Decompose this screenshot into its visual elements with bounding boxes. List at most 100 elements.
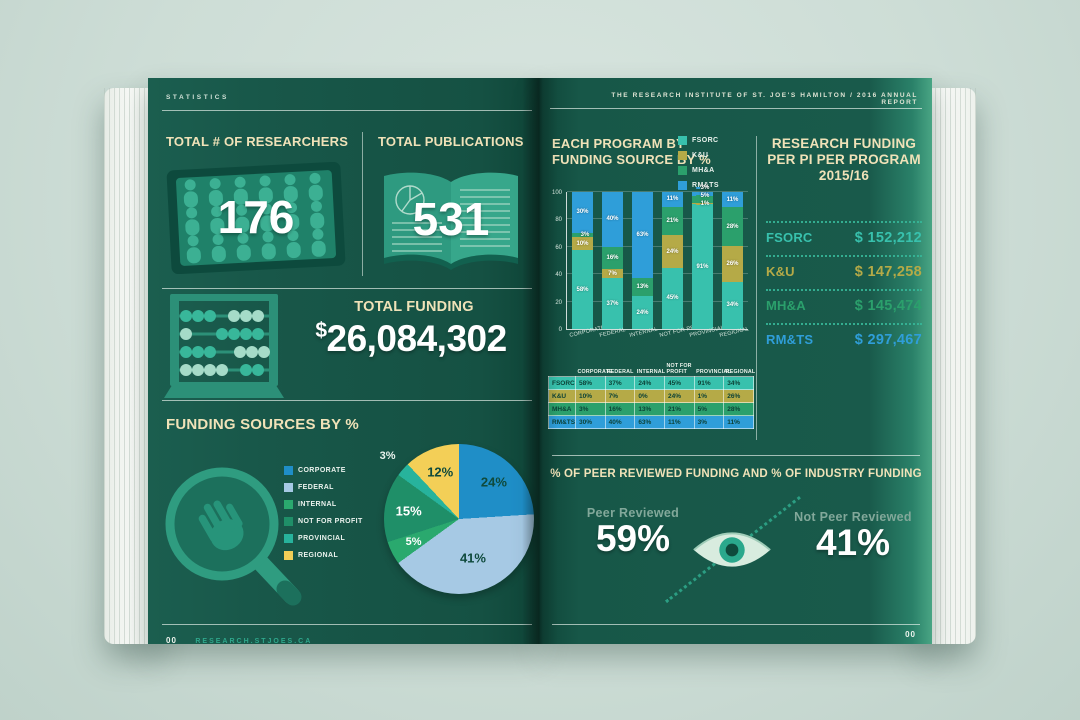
table-row: MH&A 3% 16% 13% 21% 5% 28% (548, 402, 754, 417)
y-tick-label: 0 (558, 327, 562, 333)
bar-segment: 7% (602, 268, 623, 279)
callout-dash (695, 202, 700, 205)
not-peer-reviewed-value: 41% (815, 522, 891, 563)
page-header-left: STATISTICS (166, 94, 229, 101)
bar-callout-label: 1% (695, 201, 709, 207)
table-cell: 11% (663, 415, 695, 430)
table-cell: 16% (604, 402, 636, 417)
bar-legend-item: FSORC (678, 136, 719, 145)
program-chart-title: EACH PROGRAM BY FUNDING SOURCE BY % (552, 136, 711, 167)
per-pi-value: $ 145,474 (854, 297, 922, 314)
per-pi-label: K&U (766, 263, 795, 279)
bar-segment: 11% (722, 192, 743, 208)
pie-chart: 24% 41% 5% 15% 3% 12% (380, 442, 536, 596)
legend-label: PROVINCIAL (298, 535, 346, 542)
bar-segment: 13% (632, 278, 653, 297)
legend-swatch (284, 483, 293, 492)
table-cell: 24% (663, 389, 695, 404)
bar-segment-label: 24% (636, 309, 649, 316)
bar-segment: 45% (662, 267, 683, 329)
pie-legend-item: PROVINCIAL (284, 534, 363, 543)
bar-segment: 11% (662, 192, 683, 207)
bar-segment: 91% (692, 204, 713, 329)
bar-segment (572, 232, 593, 237)
funding-sources-title: FUNDING SOURCES BY % (166, 416, 359, 433)
peer-reviewed-stat: Peer Reviewed 59% (566, 506, 700, 557)
per-pi-title: RESEARCH FUNDING PER PI PER PROGRAM 2015… (764, 136, 924, 185)
callout-dash (575, 233, 580, 236)
open-book-icon (384, 172, 518, 270)
footer-rule (162, 624, 532, 625)
per-pi-row: MH&A $ 145,474 (764, 298, 924, 314)
table-header-row: CORPORATE FEDERAL INTERNAL NOT FOR PROFIT PR… (549, 362, 756, 377)
total-funding-title: TOTAL FUNDING (354, 299, 474, 315)
bar-legend-item: RM&TS (678, 181, 719, 190)
legend-swatch (678, 181, 687, 190)
table-cell: 3% (575, 402, 606, 417)
bar-segment: 16% (602, 246, 623, 269)
legend-swatch (284, 466, 293, 475)
peer-section-title: % OF PEER REVIEWED FUNDING AND % OF INDU… (550, 468, 922, 480)
per-pi-value: $ 152,212 (854, 229, 922, 246)
publications-title: TOTAL PUBLICATIONS (378, 134, 524, 149)
table-header-cell: CORPORATE (577, 369, 613, 376)
legend-label: MH&A (692, 167, 715, 174)
table-cell: 13% (634, 402, 665, 417)
bar-column: 45% 24% 21% 11% NOT FOR PROFIT (659, 192, 708, 339)
table-header-cell: NOT FOR PROFIT (666, 363, 692, 376)
legend-label: FSORC (692, 137, 719, 144)
table-cell: 37% (604, 376, 636, 391)
bar-segment: 24% (662, 235, 683, 268)
table-header-cell: PROVINCIAL (696, 369, 731, 376)
currency-symbol: $ (315, 319, 327, 342)
researchers-value: 176 (217, 191, 295, 243)
dotted-divider (766, 254, 922, 257)
bar-segment: 10% (572, 236, 593, 251)
bar-segment: 24% (632, 296, 653, 329)
per-pi-row: FSORC $ 152,212 (764, 230, 924, 246)
right-page: THE RESEARCH INSTITUTE OF ST. JOE'S HAMI… (540, 78, 932, 644)
bar-segment (692, 192, 713, 197)
table-row: K&U 10% 7% 0% 24% 1% 26% (548, 389, 754, 404)
table-cell: 58% (575, 376, 606, 391)
gridline (567, 300, 748, 302)
table-cell: 3% (693, 415, 725, 430)
column-divider (756, 136, 757, 440)
people-board-icon (166, 162, 346, 274)
bar-segment: 26% (722, 245, 743, 282)
publications-value: 531 (412, 193, 490, 245)
section-divider-vertical (362, 132, 363, 276)
table-header-cell (549, 362, 576, 377)
table-row-label: K&U (548, 389, 576, 404)
bar-stack: 34% 26% 28% 11% (722, 192, 743, 329)
bar-segment-label: 21% (666, 218, 679, 225)
bar-segment-label: 26% (726, 260, 739, 267)
bar-segment-label: 34% (726, 302, 739, 309)
table-row-label: RM&TS (548, 415, 576, 430)
bar-segment (692, 202, 713, 205)
table-cell: 26% (723, 389, 754, 404)
y-tick-label: 80 (555, 217, 562, 224)
per-pi-row: RM&TS $ 297,467 (764, 332, 924, 348)
table-header-cell: INTERNAL (636, 369, 666, 376)
pie-slice-label: 24% (480, 474, 507, 490)
section-rule-2 (162, 400, 532, 401)
callout-dash (695, 186, 700, 189)
table-cell: 63% (634, 415, 665, 430)
bar-legend-item: MH&A (678, 166, 719, 175)
legend-label: FEDERAL (298, 484, 334, 491)
pie-legend-item: FEDERAL (284, 483, 363, 492)
pie-legend-item: NOT FOR PROFIT (284, 517, 363, 526)
table-row-label: FSORC (548, 376, 576, 391)
dotted-divider (766, 322, 922, 325)
bar-segment: 40% (602, 192, 623, 247)
section-rule (162, 288, 532, 289)
legend-label: REGIONAL (298, 552, 339, 559)
legend-swatch (284, 534, 293, 543)
legend-swatch (678, 166, 687, 175)
bar-column: 58% 10% 30% 3% CORPORATE (569, 192, 606, 339)
magnifier-hand-icon (165, 467, 302, 606)
y-tick-label: 40 (555, 272, 562, 279)
gridline (567, 191, 748, 192)
